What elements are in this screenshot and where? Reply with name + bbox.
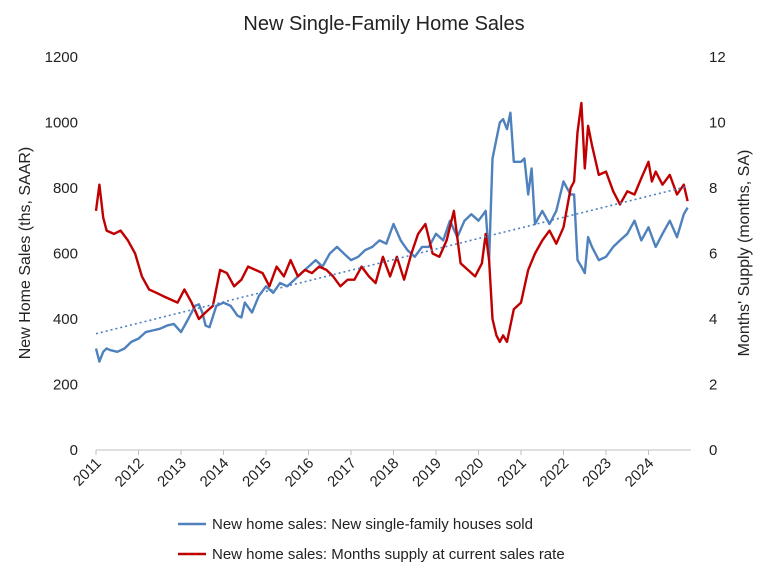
y-right-tick-label: 2 (709, 377, 717, 394)
legend-label-sales: New home sales: New single-family houses… (212, 516, 533, 533)
series-line-home-sales (94, 111, 689, 363)
y-left-tick-label: 200 (53, 377, 78, 394)
x-tick-label: 2021 (494, 455, 530, 491)
y-right-tick-label: 6 (709, 246, 717, 263)
series-layer (94, 101, 689, 363)
x-tick-label: 2020 (452, 455, 488, 491)
y-right-tick-label: 10 (709, 115, 726, 132)
y-left-tick-label: 400 (53, 311, 78, 328)
y-right-tick-label: 0 (709, 442, 717, 459)
y-right-tick-label: 8 (709, 180, 717, 197)
trendline-home-sales (95, 185, 688, 335)
y-right-tick-label: 12 (709, 49, 726, 66)
y-left-tick-label: 1000 (45, 115, 78, 132)
x-tick-label: 2012 (112, 455, 148, 491)
x-tick-label: 2016 (282, 455, 318, 491)
x-tick-label: 2018 (367, 455, 403, 491)
x-tick-label: 2023 (579, 455, 615, 491)
x-tick-label: 2013 (154, 455, 190, 491)
y-left-tick-label: 800 (53, 180, 78, 197)
y-axis-right-title: Months' Supply (months, SA) (736, 150, 753, 357)
x-tick-label: 2019 (409, 455, 445, 491)
x-tick-label: 2017 (324, 455, 360, 491)
chart-title: New Single-Family Home Sales (243, 13, 524, 35)
series-line-months-supply (94, 101, 689, 344)
y-left-tick-label: 600 (53, 246, 78, 263)
x-tick-label: 2011 (70, 455, 105, 490)
legend-label-supply: New home sales: Months supply at current… (212, 546, 565, 563)
y-axis-left-title: New Home Sales (ths, SAAR) (17, 147, 34, 360)
x-tick-label: 2022 (537, 455, 573, 491)
x-tick-label: 2014 (197, 455, 233, 491)
y-right-tick-label: 4 (709, 311, 717, 328)
x-tick-label: 2015 (239, 455, 275, 491)
x-tick-label: 2024 (622, 455, 658, 491)
legend: New home sales: New single-family houses… (178, 516, 565, 563)
y-left-tick-label: 1200 (45, 49, 78, 66)
y-left-tick-label: 0 (70, 442, 78, 459)
